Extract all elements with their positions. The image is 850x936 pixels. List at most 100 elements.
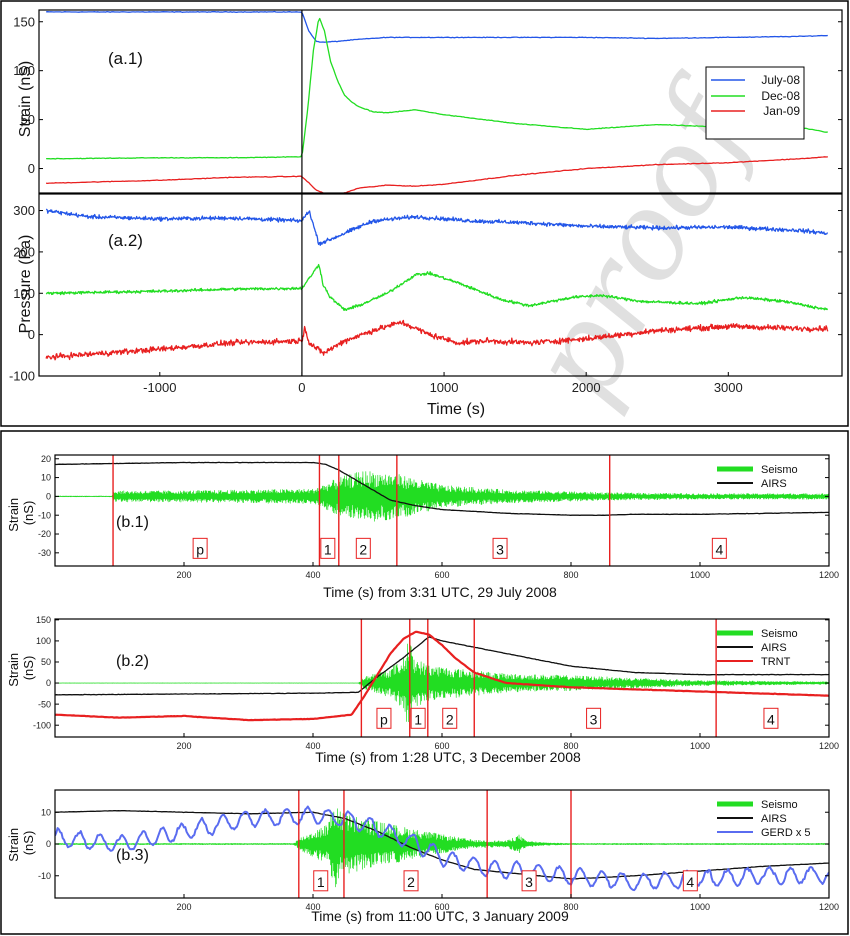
a2-series-july-08 [45,208,828,246]
b2-series-group [55,630,829,723]
b3-phase-box-3 [682,870,698,892]
b1-xtick-label-5: 1200 [819,570,839,580]
b3-series-airs [55,809,829,880]
b1-phase-label-1: 1 [324,541,332,557]
b1-phase-box-2 [355,537,371,559]
b2-phase-label-2: 2 [446,711,454,727]
a2-axes-frame [38,193,843,377]
b2-ytick-label-4: 100 [36,636,51,646]
b1-xtick-label-1: 400 [305,570,320,580]
b2-ylabel-line2: (nS) [21,656,36,681]
b2-phase-box-0 [376,707,392,729]
b2-phase-box-3 [586,707,602,729]
b3-ytick-label-1: 0 [46,839,51,849]
chart-b1: -30 -20 -10 0 10 20 200 400 600 800 1000 1200 p 1 2 3 4 S… [6,454,839,600]
chart-b2: -100 -50 0 50 100 150 200 400 600 800 1000 1200 p 1 2 3… [6,615,839,765]
b3-ytick-label-0: -10 [38,871,51,881]
b2-ytick-label-1: -50 [38,699,51,709]
b1-legend-label-1: AIRS [761,478,787,490]
b1-legend-label-0: Seismo [761,464,798,476]
a2-ytick-label-2: 100 [13,286,35,301]
frame-bottom [0,430,849,935]
b2-legend: Seismo AIRS TRNT [717,628,798,668]
b1-legend: Seismo AIRS [717,464,798,490]
a1-plot: 0 50 100 150 [13,9,843,194]
b2-xtick-label-3: 800 [563,741,578,751]
a1-legend-label-2: Jan-09 [763,104,800,118]
b3-phase-box-0 [313,870,329,892]
b2-xtick-label-4: 1000 [690,741,710,751]
b3-ylabel-line2: (nS) [21,831,36,856]
a2-ytick-label-1: 0 [28,327,35,342]
b2-xtick-label-1: 400 [305,741,320,751]
b2-phase-box-4 [763,707,779,729]
b2-series-airs [55,636,829,696]
a2-xtick-label-1: 0 [298,380,305,395]
b1-phase-box-1 [320,537,336,559]
b3-phase-label-0: 1 [317,874,325,890]
b1-phase-box-3 [492,537,508,559]
b2-xtick-label-5: 1200 [819,741,839,751]
b2-ylabel: Strain (nS) [6,649,36,687]
a1-ylabel: Strain (nS) [17,61,34,137]
b3-phase-label-3: 4 [686,874,694,890]
b3-ylabel: Strain (nS) [6,824,36,862]
b2-xtick-label-2: 600 [434,741,449,751]
b3-xtick-label-3: 800 [563,902,578,912]
a2-ylabel: Pressure (Pa) [17,235,34,334]
a1-panel-label: (a.1) [108,49,143,68]
b2-series-trnt [55,630,829,722]
b1-phase-label-4: 4 [715,541,723,557]
b1-xtick-label-4: 1000 [690,570,710,580]
b3-legend-label-1: AIRS [761,813,787,825]
b1-phase-box-4 [711,537,727,559]
a1-legend-label-0: July-08 [761,73,800,87]
b2-legend-label-1: AIRS [761,642,787,654]
a2-xlabel: Time (s) [427,401,485,418]
a2-ytick-label-4: 300 [13,203,35,218]
b2-ytick-label-3: 50 [41,657,51,667]
b1-phase-label-3: 3 [496,541,504,557]
a1-axes-frame [38,9,843,194]
b2-phase-label-3: 3 [590,711,598,727]
b3-xtick-label-4: 1000 [690,902,710,912]
b1-series-airs [55,461,829,517]
b3-plot: -10 0 10 200 400 600 800 1000 1200 1 2 3 4 Seismo AIRS… [38,789,839,912]
b3-ylabel-line1: Strain [6,828,21,862]
b3-legend-label-0: Seismo [761,799,798,811]
a2-series-dec-08 [45,263,828,311]
b1-ytick-label-0: -30 [38,548,51,558]
a1-series-dec-08 [46,17,828,160]
a1-series-july-08 [46,10,828,43]
b2-legend-label-2: TRNT [761,656,791,668]
b2-phase-label-4: 4 [767,711,775,727]
b3-xtick-label-5: 1200 [819,902,839,912]
a2-ytick-label-0: -100 [9,369,35,384]
b3-series-seismo [55,808,829,888]
a1-ytick-label-1: 50 [21,112,35,127]
b1-xtick-label-0: 200 [176,570,191,580]
b2-xlabel: Time (s) from 1:28 UTC, 3 December 2008 [315,749,581,765]
b3-panel-label: (b.3) [116,847,149,864]
a2-xtick-label-3: 2000 [572,380,601,395]
a1-legend: July-08 Dec-08 Jan-09 [705,66,805,140]
b1-xtick-label-2: 600 [434,570,449,580]
b3-series-gerd-x-5 [55,805,829,892]
b1-xtick-label-3: 800 [563,570,578,580]
a2-xtick-label-2: 1000 [430,380,459,395]
b1-phase-box-0 [192,537,208,559]
b3-xlabel: Time (s) from 11:00 UTC, 3 January 2009 [311,908,569,924]
b3-series-group [55,805,829,892]
b1-ytick-label-5: 20 [41,454,51,464]
b1-ylabel-line2: (nS) [21,501,36,526]
a2-ytick-label-3: 200 [13,244,35,259]
b2-ylabel-line1: Strain [6,653,21,687]
a2-xtick-label-4: 3000 [714,380,743,395]
b2-plot: -100 -50 0 50 100 150 200 400 600 800 1000 1200 p 1 2 3… [33,615,839,751]
b2-panel-label: (b.2) [116,653,149,670]
b1-ytick-label-1: -20 [38,529,51,539]
a1-ytick-label-2: 100 [13,63,35,78]
